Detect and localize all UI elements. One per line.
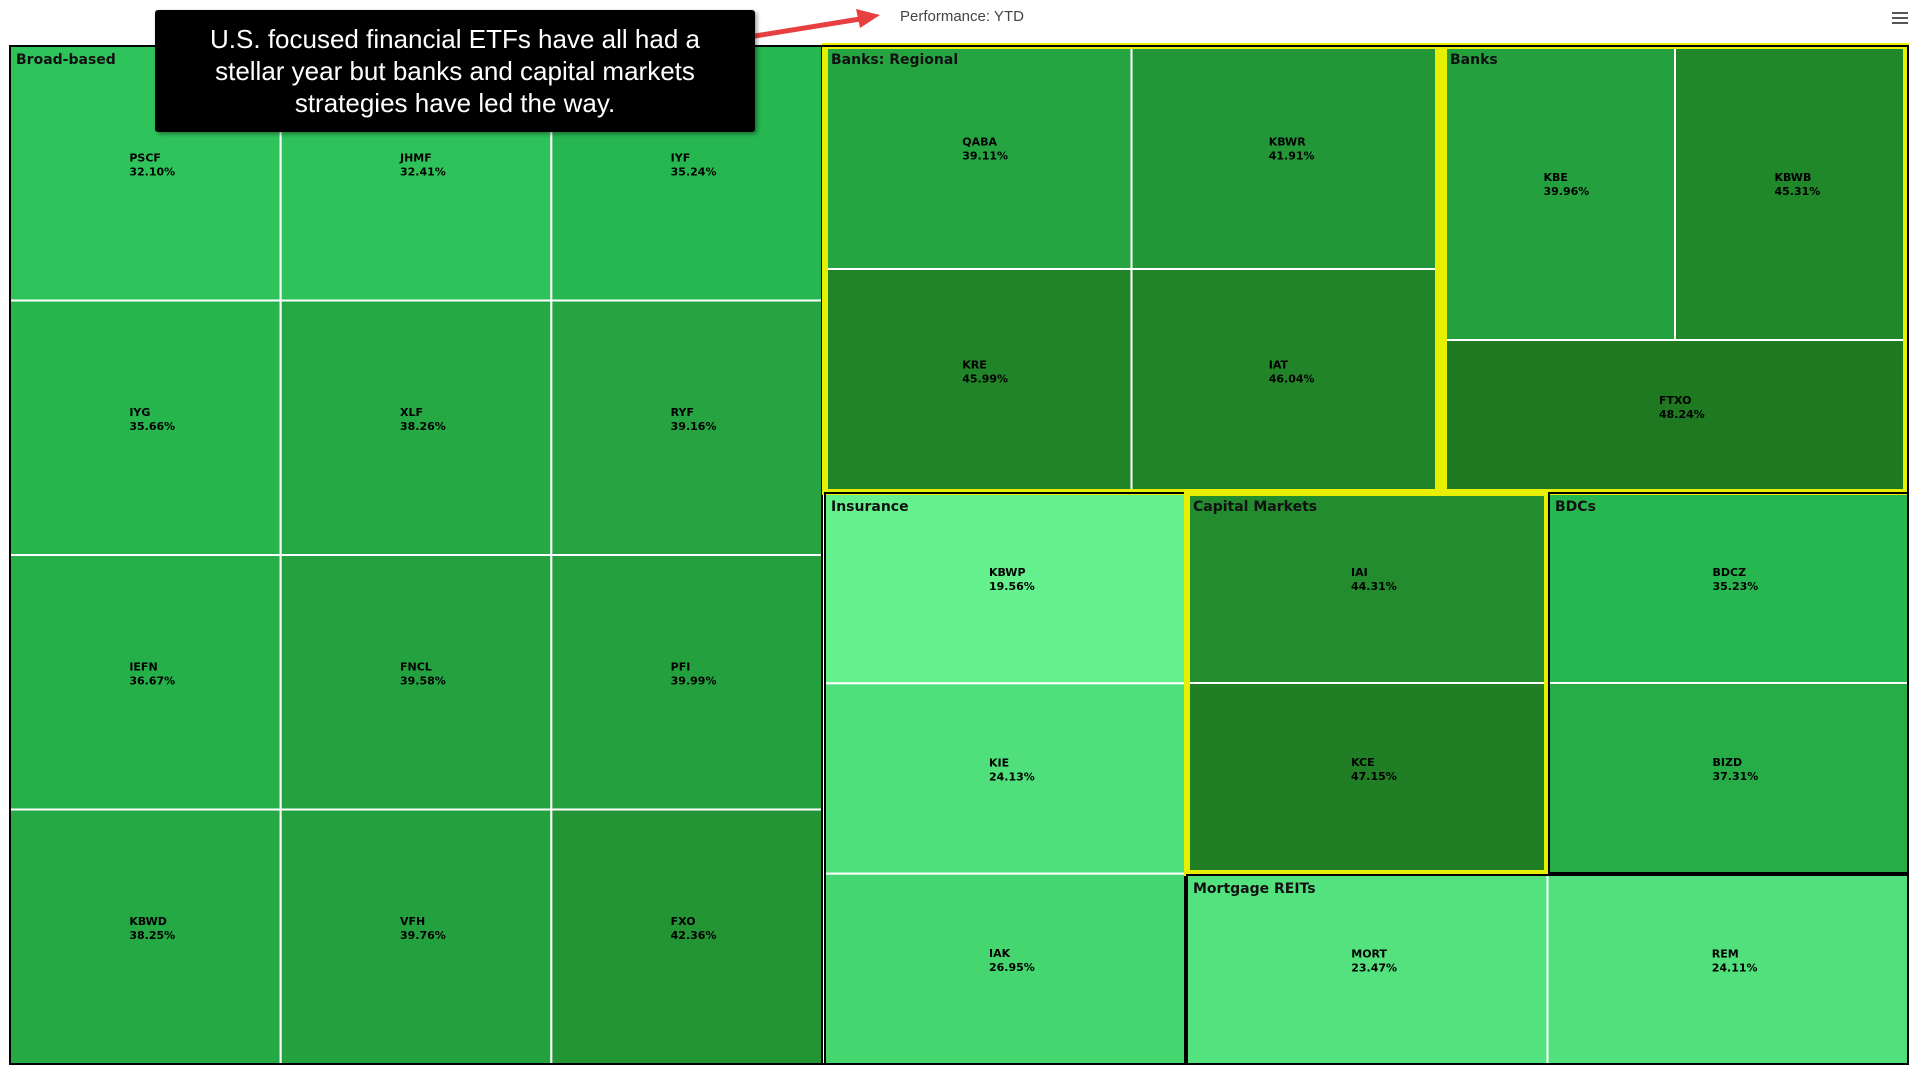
tiles-layer xyxy=(9,45,1909,1066)
tile-value-label: 42.36% xyxy=(671,929,717,942)
tile-value-label: 45.31% xyxy=(1775,185,1821,198)
tile-rem[interactable] xyxy=(1546,874,1909,1065)
tile-mort[interactable] xyxy=(1186,874,1549,1065)
tile-fxo[interactable] xyxy=(550,808,823,1065)
tile-kbwp[interactable] xyxy=(824,492,1186,685)
tile-ticker-label: MORT xyxy=(1351,948,1387,961)
group-title: Banks xyxy=(1450,52,1498,68)
tile-value-label: 48.24% xyxy=(1659,408,1705,421)
tile-kie[interactable] xyxy=(824,682,1186,875)
tile-ticker-label: KRE xyxy=(962,359,987,372)
tile-ticker-label: FTXO xyxy=(1659,394,1691,407)
tile-value-label: 26.95% xyxy=(989,961,1035,974)
tile-value-label: 32.41% xyxy=(400,165,446,178)
tile-ticker-label: FNCL xyxy=(400,660,432,673)
tile-ticker-label: XLF xyxy=(400,406,423,419)
tile-ticker-label: KBWB xyxy=(1775,171,1812,184)
tile-value-label: 36.67% xyxy=(129,674,175,687)
tile-value-label: 44.31% xyxy=(1351,580,1397,593)
group-title: Broad-based xyxy=(16,52,116,68)
tile-ticker-label: IYG xyxy=(129,406,150,419)
hamburger-menu-icon[interactable] xyxy=(1892,12,1908,28)
tile-value-label: 35.23% xyxy=(1713,580,1759,593)
tile-value-label: 39.16% xyxy=(671,420,717,433)
tile-ticker-label: BDCZ xyxy=(1713,566,1747,579)
tile-value-label: 38.26% xyxy=(400,420,446,433)
tile-kbwb[interactable] xyxy=(1674,45,1907,341)
tile-xlf[interactable] xyxy=(279,299,553,556)
tile-ryf[interactable] xyxy=(550,299,823,556)
tile-ticker-label: IAT xyxy=(1269,359,1289,372)
tile-value-label: 23.47% xyxy=(1351,962,1397,975)
tile-kbe[interactable] xyxy=(1443,45,1676,341)
tile-ticker-label: IEFN xyxy=(129,660,157,673)
tile-ticker-label: IAI xyxy=(1351,566,1368,579)
tile-value-label: 39.96% xyxy=(1544,185,1590,198)
tile-value-label: 37.31% xyxy=(1713,770,1759,783)
tile-ticker-label: BIZD xyxy=(1713,756,1743,769)
tile-ticker-label: IYF xyxy=(671,151,691,164)
tile-value-label: 32.10% xyxy=(129,165,175,178)
annotation-callout: U.S. focused financial ETFs have all had… xyxy=(155,10,755,132)
tile-ticker-label: RYF xyxy=(671,406,694,419)
tile-kre[interactable] xyxy=(824,268,1133,493)
tile-value-label: 45.99% xyxy=(962,373,1008,386)
tile-ticker-label: FXO xyxy=(671,915,696,928)
tile-value-label: 38.25% xyxy=(129,929,175,942)
group-title: Insurance xyxy=(831,499,909,515)
tile-iak[interactable] xyxy=(824,872,1186,1066)
group-title: BDCs xyxy=(1555,499,1596,515)
tile-value-label: 41.91% xyxy=(1269,150,1315,163)
tile-ticker-label: JHMF xyxy=(399,151,432,164)
tile-value-label: 47.15% xyxy=(1351,770,1397,783)
tile-ticker-label: KBWR xyxy=(1269,136,1306,149)
tile-ticker-label: KBWD xyxy=(129,915,167,928)
highlight-border xyxy=(1184,490,1550,876)
tile-value-label: 35.24% xyxy=(671,165,717,178)
tile-iyg[interactable] xyxy=(9,299,282,556)
group-borders-layer xyxy=(9,43,1909,1065)
tile-fncl[interactable] xyxy=(279,554,553,811)
tile-qaba[interactable] xyxy=(824,45,1133,270)
tile-value-label: 39.76% xyxy=(400,929,446,942)
tile-iat[interactable] xyxy=(1130,268,1439,493)
tile-value-label: 39.58% xyxy=(400,674,446,687)
tile-kbwd[interactable] xyxy=(9,808,282,1065)
tile-ticker-label: QABA xyxy=(962,136,997,149)
tile-ticker-label: KIE xyxy=(989,757,1009,770)
tile-ticker-label: PSCF xyxy=(129,151,161,164)
tile-value-label: 35.66% xyxy=(129,420,175,433)
tile-value-label: 24.11% xyxy=(1712,962,1758,975)
tile-value-label: 46.04% xyxy=(1269,373,1315,386)
group-title: Capital Markets xyxy=(1193,499,1317,515)
group-title: Banks: Regional xyxy=(831,52,958,68)
tile-ticker-label: REM xyxy=(1712,948,1739,961)
arrow-icon xyxy=(754,9,880,39)
tile-iai[interactable] xyxy=(1186,492,1548,684)
chart-border xyxy=(9,45,1909,1065)
tile-ticker-label: KBE xyxy=(1544,171,1568,184)
tile-value-label: 39.99% xyxy=(671,674,717,687)
tile-ticker-label: KCE xyxy=(1351,756,1375,769)
tile-ftxo[interactable] xyxy=(1443,339,1907,493)
tile-value-label: 39.11% xyxy=(962,150,1008,163)
tile-bdcz[interactable] xyxy=(1548,492,1909,684)
tile-ticker-label: PFI xyxy=(671,660,691,673)
tile-ticker-label: VFH xyxy=(400,915,425,928)
tile-value-label: 24.13% xyxy=(989,771,1035,784)
performance-label: Performance: YTD xyxy=(900,8,1024,25)
group-title: Mortgage REITs xyxy=(1193,881,1316,897)
tile-value-label: 19.56% xyxy=(989,580,1035,593)
tile-ticker-label: IAK xyxy=(989,947,1011,960)
tile-ticker-label: KBWP xyxy=(989,566,1026,579)
